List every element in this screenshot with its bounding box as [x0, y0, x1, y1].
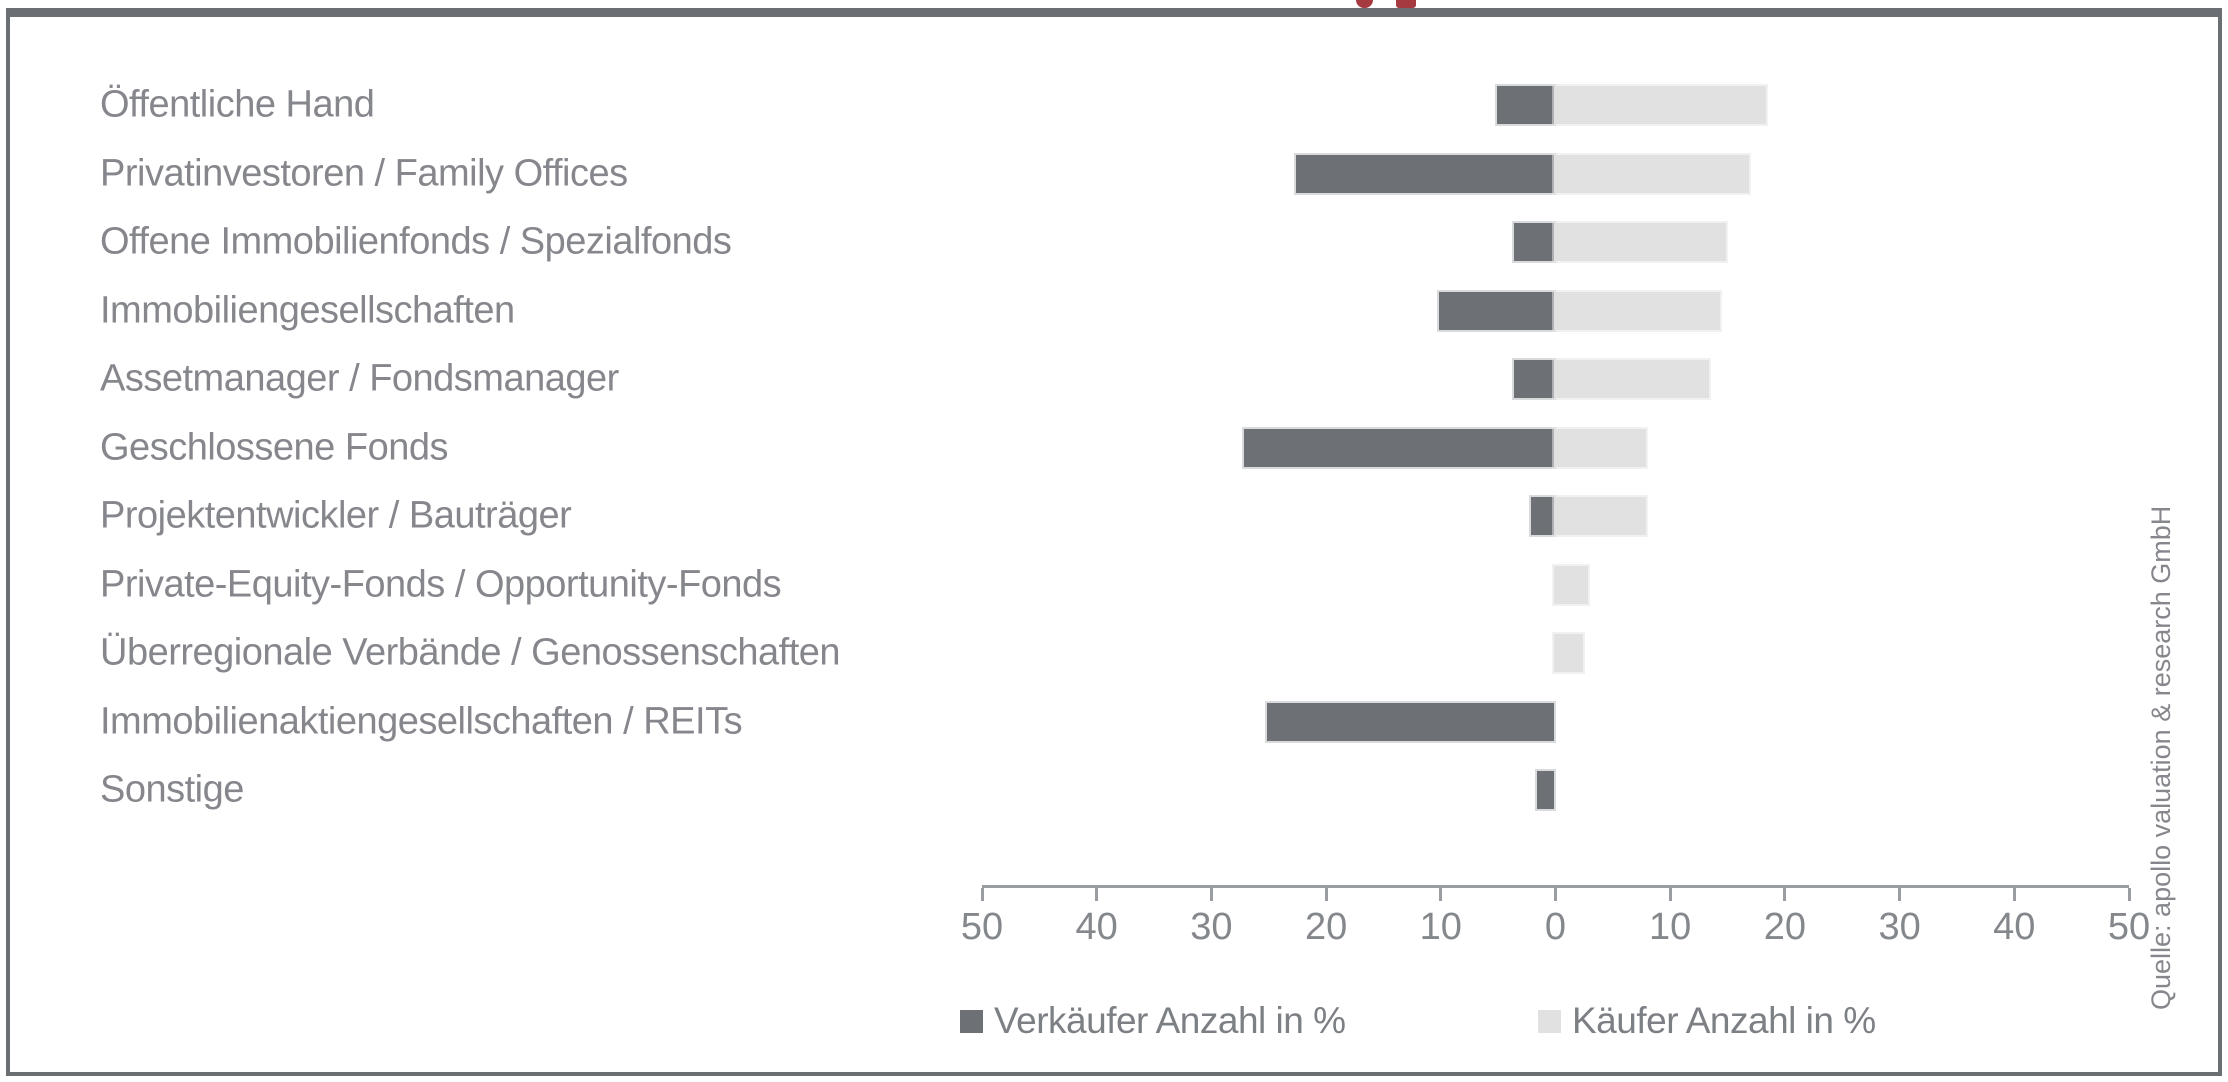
x-axis-tick [1439, 888, 1443, 901]
x-axis-tick [2127, 888, 2131, 901]
x-axis-line [982, 885, 2129, 888]
category-label: Überregionale Verbände / Genossenschafte… [100, 631, 841, 674]
x-axis-tick-label: 0 [1544, 906, 1567, 948]
x-axis-tick [1324, 888, 1328, 901]
x-axis-tick [1209, 888, 1213, 901]
x-axis-tick-label: 30 [1878, 906, 1921, 948]
x-axis-tick-label: 10 [1419, 906, 1462, 948]
verkaeufer-bar [1244, 428, 1554, 467]
clipped-title-fragment [1356, 0, 1373, 8]
x-axis-tick [1095, 888, 1099, 901]
category-label: Öffentliche Hand [100, 83, 375, 126]
category-label: Immobilienaktiengesellschaften / REITs [100, 700, 743, 742]
x-axis-tick-label: 10 [1649, 906, 1692, 948]
x-axis-tick [1668, 888, 1672, 901]
x-axis-tick [980, 888, 984, 901]
clipped-title-fragment [1396, 0, 1416, 8]
verkaeufer-bar [1531, 497, 1554, 535]
category-label: Offene Immobilienfonds / Spezialfonds [100, 220, 732, 263]
verkaeufer-bar [1295, 154, 1554, 193]
x-axis-tick [1783, 888, 1787, 901]
kaeufer-bar [1554, 634, 1583, 672]
kaeufer-bar [1554, 360, 1709, 398]
kaeufer-bar [1554, 86, 1767, 124]
legend-swatch-verkaeufer [960, 1009, 983, 1033]
x-axis-tick-label: 50 [2107, 906, 2151, 948]
verkaeufer-bar [1267, 702, 1554, 741]
x-axis-tick-label: 50 [960, 906, 1004, 948]
category-label: Geschlossene Fonds [100, 426, 448, 468]
kaeufer-bar [1554, 154, 1749, 193]
x-axis-tick-label: 40 [1075, 906, 1118, 948]
category-label: Sonstige [100, 768, 244, 811]
source-caption: Quelle: apollo valuation & research GmbH [2146, 505, 2176, 1010]
legend-item-verkaeufer: Verkäufer Anzahl in % [960, 1000, 1346, 1042]
category-label: Projektentwickler / Bauträger [100, 494, 572, 537]
legend-label-kaeufer: Käufer Anzahl in % [1572, 1000, 1876, 1041]
kaeufer-bar [1554, 223, 1727, 261]
category-label: Assetmanager / Fondsmanager [100, 357, 619, 400]
legend-item-kaeufer: Käufer Anzahl in % [1538, 1000, 1876, 1042]
category-label: Immobiliengesellschaften [100, 289, 515, 331]
category-label: Privatinvestoren / Family Offices [100, 152, 628, 194]
verkaeufer-bar [1536, 771, 1554, 809]
verkaeufer-bar [1513, 360, 1554, 398]
x-axis-tick [2012, 888, 2016, 901]
verkaeufer-bar [1439, 291, 1554, 330]
kaeufer-bar [1554, 497, 1646, 535]
x-axis-tick [1898, 888, 1902, 901]
x-axis-tick-label: 30 [1190, 906, 1233, 948]
kaeufer-bar [1554, 428, 1646, 467]
verkaeufer-bar [1513, 223, 1554, 261]
x-axis-tick-label: 20 [1304, 906, 1348, 948]
verkaeufer-bar [1496, 86, 1554, 124]
x-axis-tick-label: 40 [1993, 906, 2036, 948]
legend-swatch-kaeufer [1538, 1009, 1561, 1033]
category-label: Private-Equity-Fonds / Opportunity-Fonds [100, 563, 782, 605]
x-axis-tick-label: 20 [1763, 906, 1807, 948]
legend-label-verkaeufer: Verkäufer Anzahl in % [994, 1000, 1346, 1041]
kaeufer-bar [1554, 291, 1721, 330]
kaeufer-bar [1554, 565, 1589, 604]
x-axis-tick [1554, 888, 1557, 901]
